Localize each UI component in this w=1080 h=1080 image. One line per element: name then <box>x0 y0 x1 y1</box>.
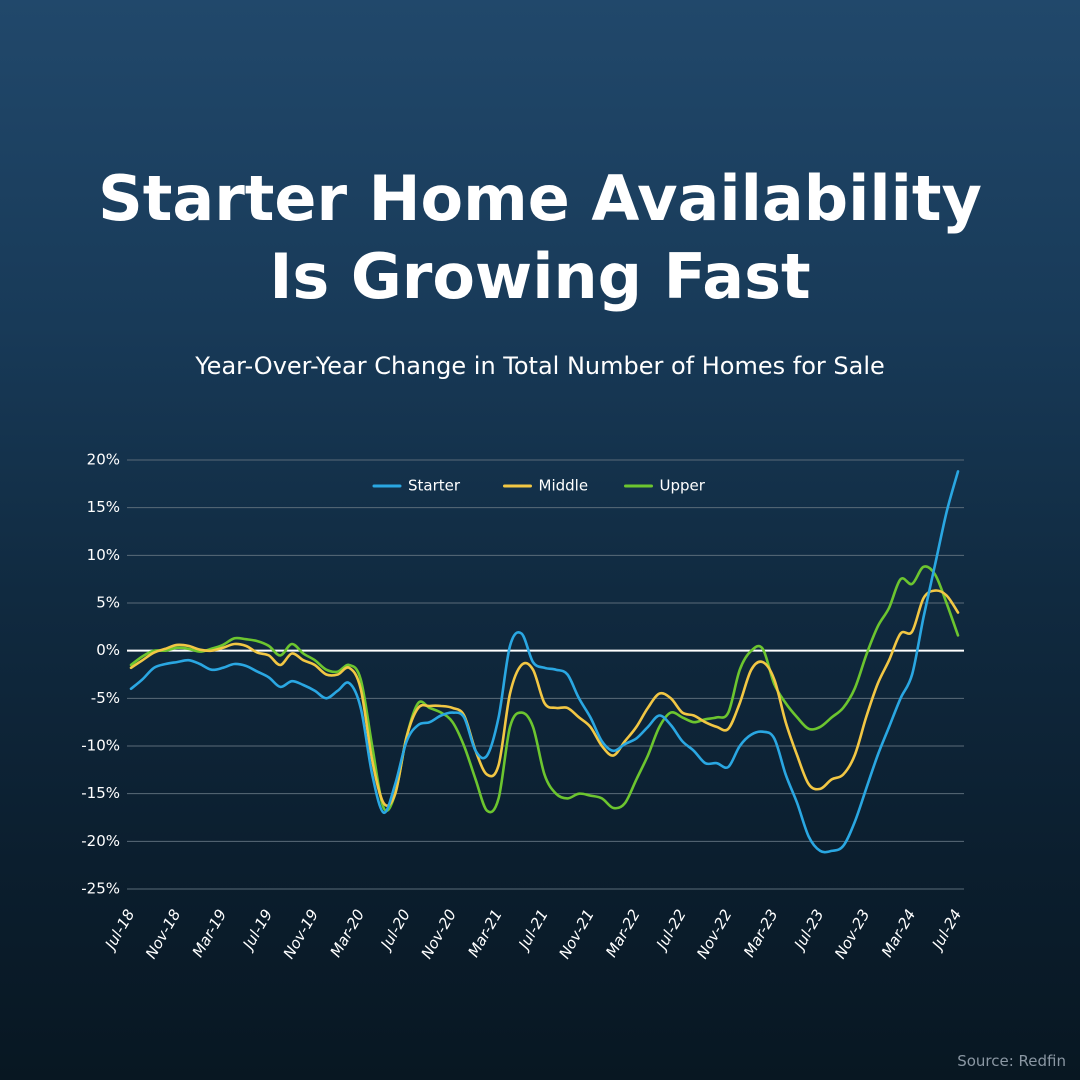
y-tick-label: 15% <box>87 498 120 516</box>
series-line <box>129 589 960 807</box>
x-tick-label: Nov-20 <box>417 906 459 962</box>
legend-label: Middle <box>539 477 589 495</box>
y-tick-label: -20% <box>81 832 120 850</box>
chart-subtitle: Year-Over-Year Change in Total Number of… <box>195 352 885 380</box>
x-tick-label: Mar-19 <box>189 906 231 960</box>
x-tick-label: Mar-22 <box>602 906 644 960</box>
x-tick-label: Jul-22 <box>651 906 689 954</box>
y-tick-label: 10% <box>87 546 120 564</box>
legend-label: Starter <box>408 477 461 495</box>
y-tick-label: -10% <box>81 737 120 755</box>
x-tick-label: Nov-18 <box>142 906 184 962</box>
x-tick-label: Jul-24 <box>927 906 965 954</box>
x-tick-label: Mar-20 <box>327 906 369 960</box>
x-tick-label: Jul-21 <box>513 906 551 954</box>
x-tick-label: Nov-19 <box>280 906 322 962</box>
y-tick-label: -15% <box>81 784 120 802</box>
x-tick-label: Mar-21 <box>464 906 506 960</box>
x-tick-label: Jul-23 <box>789 906 827 954</box>
y-tick-label: -25% <box>81 880 120 898</box>
x-tick-label: Jul-19 <box>238 906 276 954</box>
x-tick-label: Nov-22 <box>693 906 735 962</box>
source-note: Source: Redfin <box>957 1052 1066 1070</box>
y-tick-label: 0% <box>96 641 120 659</box>
chart-title: Starter Home Availability Is Growing Fas… <box>98 162 982 313</box>
x-tick-label: Mar-23 <box>740 906 782 960</box>
x-tick-label: Jul-20 <box>376 906 414 954</box>
series-line <box>129 470 960 854</box>
x-tick-label: Jul-18 <box>100 906 138 954</box>
series-line <box>129 565 960 814</box>
legend-label: Upper <box>660 477 706 495</box>
x-tick-label: Mar-24 <box>878 906 920 960</box>
y-tick-label: 5% <box>96 594 120 612</box>
y-tick-label: 20% <box>87 451 120 469</box>
x-tick-label: Nov-21 <box>555 906 597 962</box>
y-tick-label: -5% <box>91 689 120 707</box>
x-tick-label: Nov-23 <box>831 906 873 962</box>
